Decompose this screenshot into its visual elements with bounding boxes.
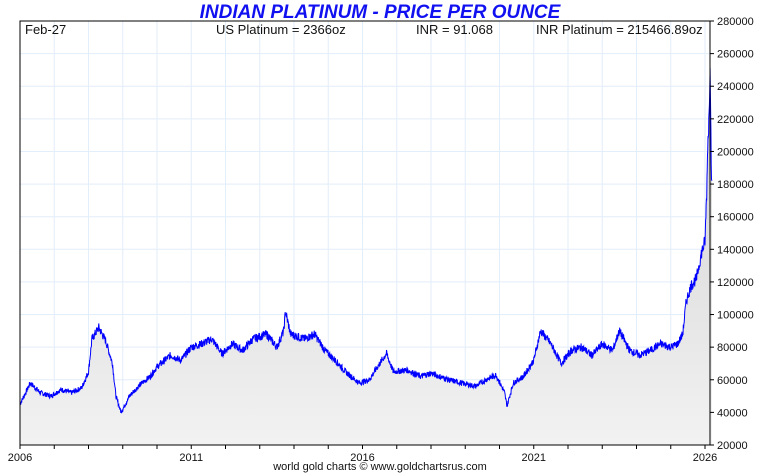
y-axis-ticks: 280000 260000 240000 220000 200000 180000 1600… [710, 16, 754, 452]
x-tick-label: 2026 [693, 452, 717, 464]
y-tick-label: 180000 [717, 179, 754, 191]
x-tick-label: 2021 [522, 452, 546, 464]
y-tick-label: 100000 [717, 310, 754, 322]
x-tick-label: 2016 [350, 452, 374, 464]
y-tick-label: 20000 [717, 440, 748, 452]
y-tick-label: 40000 [717, 407, 748, 419]
y-tick-label: 260000 [717, 49, 754, 61]
y-tick-label: 160000 [717, 212, 754, 224]
y-tick-label: 120000 [717, 277, 754, 289]
inr-exchange-rate: INR = 91.068 [416, 22, 493, 37]
y-tick-label: 200000 [717, 146, 754, 158]
y-tick-label: 140000 [717, 244, 754, 256]
x-tick-label: 2006 [8, 452, 32, 464]
price-line [19, 68, 713, 414]
y-tick-label: 80000 [717, 342, 748, 354]
x-tick-label: 2011 [179, 452, 203, 464]
y-tick-label: 240000 [717, 81, 754, 93]
price-area-fill [20, 68, 712, 445]
x-axis-ticks: 2006 2011 2016 2021 2026 [8, 445, 717, 464]
y-tick-label: 220000 [717, 114, 754, 126]
footer-credit: world gold charts © www.goldchartsrus.co… [273, 461, 487, 473]
plot-frame [19, 20, 711, 446]
y-tick-label: 60000 [717, 375, 748, 387]
chart-title: INDIAN PLATINUM - PRICE PER OUNCE [199, 2, 561, 23]
date-label: Feb-27 [25, 22, 67, 37]
inr-platinum-price: INR Platinum = 215466.89oz [536, 22, 703, 37]
y-tick-label: 280000 [717, 16, 754, 28]
us-platinum-price: US Platinum = 2366oz [216, 22, 346, 37]
